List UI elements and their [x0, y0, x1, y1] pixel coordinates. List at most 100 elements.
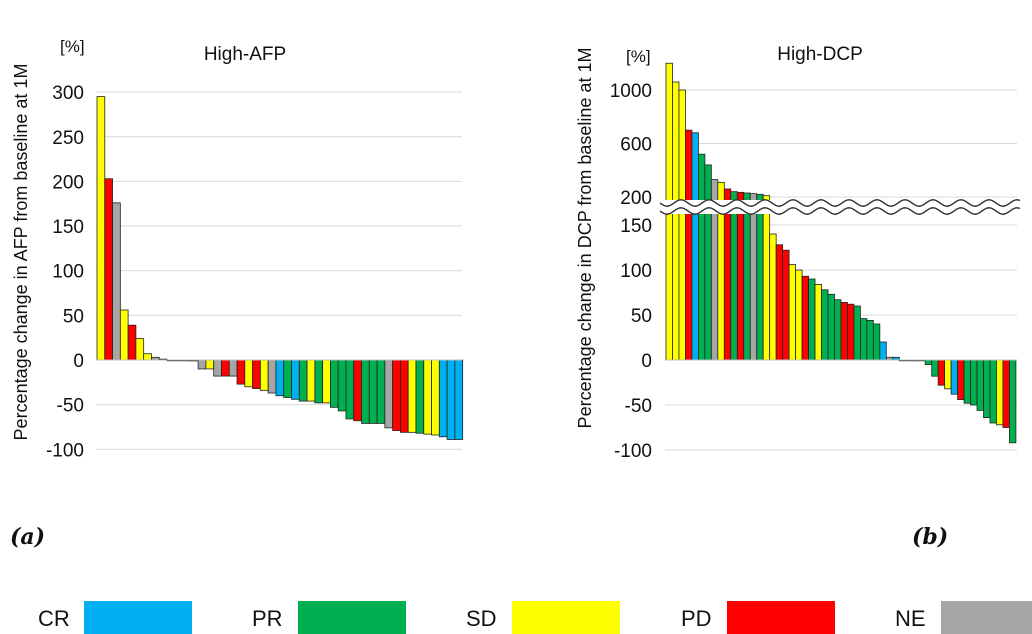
panel-a-bar — [213, 359, 222, 377]
panel-a-bar — [275, 359, 285, 397]
panel-b-bar — [1009, 359, 1017, 444]
legend-label: CR — [38, 606, 70, 631]
panel-b-bar — [937, 359, 946, 386]
panel-b-y-tick-label: 600 — [620, 135, 652, 156]
panel-a-bar — [291, 359, 300, 400]
panel-b-bar — [834, 299, 842, 361]
panel-a-bar — [329, 359, 339, 408]
panel-a-bar — [112, 202, 121, 361]
panel-b-bar — [983, 359, 991, 418]
panel-b-bar — [704, 164, 712, 361]
panel-a-bar — [197, 359, 207, 370]
panel-a-unit-label: [%] — [60, 37, 85, 56]
panel-b-y-ticks: 1000 600 200 150 100 50 0 -50 -100 — [610, 81, 652, 462]
panel-b-bar — [847, 303, 855, 361]
panel-a-y-tick-label: -100 — [46, 440, 84, 461]
panel-a-bar — [337, 359, 347, 412]
panel-a-bar — [345, 359, 355, 420]
panel-b-bars — [665, 62, 1017, 444]
panel-a-bar — [438, 359, 448, 438]
panel-b-y-tick-label: 100 — [620, 261, 652, 282]
panel-a-bar — [205, 359, 215, 370]
panel-b-y-tick-label: 50 — [631, 306, 652, 327]
panel-a-bar — [361, 359, 370, 424]
panel-b-bar — [821, 289, 829, 361]
panel-b-y-axis-label: Percentage change in DCP from baseline a… — [575, 48, 595, 429]
panel-b-bar — [944, 359, 952, 390]
panel-a-bar — [454, 359, 464, 440]
legend-label: NE — [895, 606, 926, 631]
panel-b-bar — [931, 359, 939, 377]
panel-a-bar — [376, 359, 386, 424]
panel-a-y-tick-label: 250 — [52, 128, 84, 149]
panel-a-y-tick-label: 200 — [52, 172, 84, 193]
panel-b-bar — [749, 193, 758, 361]
legend-swatch — [84, 601, 192, 634]
legend-item-sd: SD — [466, 601, 620, 634]
legend-item-pd: PD — [681, 601, 835, 634]
panel-b-bar — [691, 132, 699, 361]
panel-b-bar — [996, 359, 1004, 426]
panel-a-bar — [392, 359, 401, 431]
legend-swatch — [298, 601, 406, 634]
panel-b: [%] High-DCP Percentage change in DCP fr… — [575, 44, 1021, 550]
panel-a-bar — [221, 359, 230, 377]
panel-a-bar — [267, 359, 277, 394]
panel-a: [%] High-AFP Percentage change in AFP fr… — [10, 37, 464, 550]
panel-a-bar — [306, 359, 316, 402]
panel-b-bar — [678, 89, 686, 361]
panel-a-y-axis-label: Percentage change in AFP from baseline a… — [11, 64, 31, 441]
status-legend: CR PR SD PD NE — [38, 601, 1032, 634]
panel-b-y-tick-label: -50 — [625, 396, 652, 417]
legend-label: PD — [681, 606, 712, 631]
panel-b-bar — [840, 301, 848, 361]
panel-b-bar — [730, 191, 738, 361]
panel-b-bar — [950, 359, 958, 395]
panel-b-bar — [827, 293, 835, 361]
panel-b-bar — [672, 81, 680, 361]
panel-b-bar — [743, 192, 751, 361]
legend-item-pr: PR — [252, 601, 406, 634]
legend-swatch — [727, 601, 835, 634]
panel-b-bar — [795, 269, 803, 361]
panel-b-bar — [872, 323, 881, 361]
panel-b-bar — [808, 278, 816, 361]
panel-a-bar — [384, 359, 394, 429]
panel-b-bar — [775, 244, 784, 361]
panel-a-bar — [236, 359, 246, 385]
panel-a-bar — [127, 324, 137, 361]
panel-a-bar — [407, 359, 417, 433]
panel-b-bar — [762, 195, 771, 361]
panel-a-y-tick-label: 0 — [73, 351, 84, 372]
panel-a-bar — [400, 359, 409, 433]
panel-a-bar — [353, 359, 362, 422]
panel-b-y-tick-label: 200 — [620, 188, 652, 209]
panel-b-bar — [788, 264, 796, 361]
panel-a-bar — [104, 178, 113, 361]
panel-b-y-tick-label: 0 — [641, 351, 652, 372]
panel-a-bar — [96, 96, 106, 361]
panel-b-y-tick-label: 1000 — [610, 81, 652, 102]
panel-b-bar — [698, 153, 706, 361]
panel-a-bar — [368, 359, 378, 424]
panel-a-bar — [135, 338, 145, 361]
panel-b-bar — [924, 359, 933, 365]
panel-b-y-tick-label: 150 — [620, 216, 652, 237]
panel-b-bar — [782, 249, 790, 361]
panel-a-bar — [314, 359, 324, 404]
panel-b-bar — [853, 305, 861, 361]
panel-a-label: (a) — [10, 524, 45, 550]
panel-a-bar — [259, 359, 269, 391]
panel-a-bar — [228, 359, 238, 377]
panel-a-bar — [143, 353, 152, 361]
panel-a-y-tick-label: 50 — [63, 306, 84, 327]
panel-a-bar — [252, 359, 261, 389]
panel-b-bar — [970, 359, 978, 406]
legend-label: PR — [252, 606, 283, 631]
panel-a-bar — [431, 359, 440, 436]
panel-b-bar — [957, 359, 965, 400]
panel-a-bar — [119, 309, 129, 361]
panel-a-y-ticks: 300 250 200 150 100 50 0 -50 -100 — [46, 83, 84, 461]
panel-b-bar — [989, 359, 997, 424]
